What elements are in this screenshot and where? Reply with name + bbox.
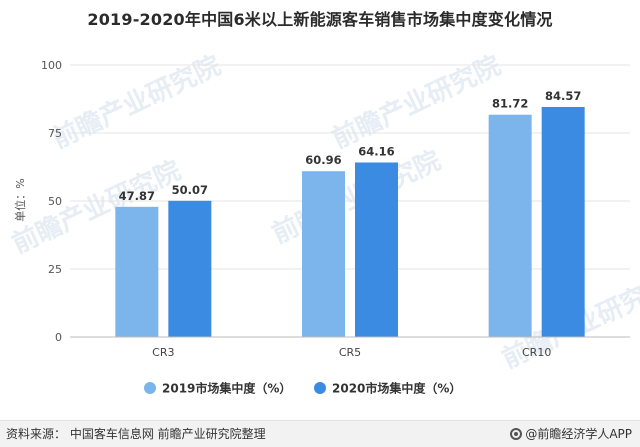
legend-label: 2019市场集中度（%）	[162, 381, 291, 396]
data-label: 50.07	[172, 183, 208, 197]
y-tick-label: 25	[48, 263, 62, 276]
y-tick-label: 100	[41, 59, 62, 72]
bar-chart: 前瞻产业研究院前瞻产业研究院前瞻产业研究院前瞻产业研究院前瞻产业研究院 0255…	[7, 50, 640, 396]
watermark-text: 前瞻产业研究院	[327, 50, 505, 155]
data-label: 84.57	[545, 89, 581, 103]
legend: 2019市场集中度（%） 2020市场集中度（%）	[144, 381, 461, 396]
data-labels-layer: 47.87 50.07 60.96 64.16 81.72 84.57	[119, 89, 582, 203]
x-category-label: CR3	[152, 346, 174, 359]
y-tick-label: 0	[55, 331, 62, 344]
y-tick-label: 75	[48, 127, 62, 140]
bar	[115, 206, 159, 337]
bars-layer	[115, 106, 585, 337]
grid-lines	[70, 64, 630, 270]
bar	[302, 171, 345, 337]
bar	[541, 106, 585, 337]
watermark-text: 前瞻产业研究院	[7, 155, 185, 260]
x-category-label: CR10	[522, 346, 551, 359]
legend-label: 2020市场集中度（%）	[332, 381, 461, 396]
y-tick-label: 50	[48, 195, 62, 208]
chart-title: 2019-2020年中国6米以上新能源客车销售市场集中度变化情况	[87, 10, 553, 29]
brand: @前瞻经济学人APP	[510, 421, 632, 447]
data-label: 64.16	[358, 144, 394, 158]
bar	[355, 162, 398, 337]
source-footer: 资料来源： 中国客车信息网 前瞻产业研究院整理 @前瞻经济学人APP	[0, 420, 640, 447]
x-axis-categories: CR3 CR5 CR10	[152, 346, 551, 359]
data-label: 60.96	[305, 153, 341, 167]
data-label: 47.87	[119, 189, 155, 203]
watermark-text: 前瞻产业研究院	[47, 50, 225, 155]
data-label: 81.72	[492, 97, 528, 111]
bar	[488, 114, 532, 337]
brand-text: @前瞻经济学人APP	[525, 427, 632, 441]
y-axis-label: 单位：%	[13, 178, 27, 221]
legend-marker	[144, 382, 156, 394]
x-category-label: CR5	[339, 346, 361, 359]
bar	[168, 200, 212, 337]
legend-marker	[314, 382, 326, 394]
y-axis-ticks: 0 25 50 75 100	[41, 59, 62, 344]
source-text: 资料来源： 中国客车信息网 前瞻产业研究院整理	[6, 427, 266, 441]
brand-logo-icon	[510, 428, 523, 440]
